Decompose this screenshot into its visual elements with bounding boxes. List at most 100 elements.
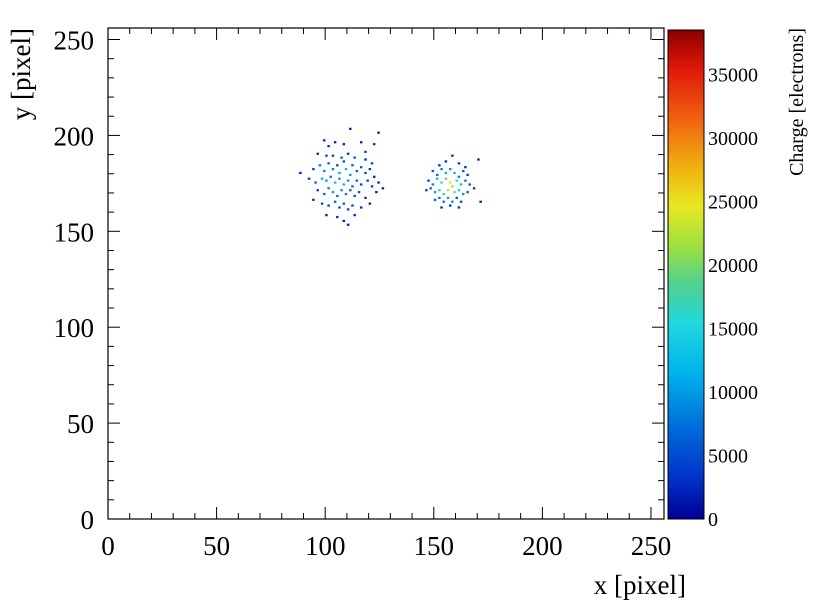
heatmap-cell xyxy=(355,169,359,173)
heatmap-cell xyxy=(351,185,354,188)
heatmap-cell xyxy=(372,143,376,146)
heatmap-cell xyxy=(307,177,311,180)
heatmap-cell xyxy=(353,156,356,159)
heatmap-cell xyxy=(346,208,350,211)
y-tick-label: 100 xyxy=(54,313,95,343)
heatmap-cell xyxy=(442,192,445,196)
heatmap-cell xyxy=(333,181,337,184)
heatmap-cell xyxy=(331,168,335,171)
heatmap-cell xyxy=(377,131,380,134)
y-axis-title: y [pixel] xyxy=(6,28,36,120)
heatmap-cell xyxy=(459,200,463,203)
heatmap-cell xyxy=(462,169,465,173)
heatmap-cell xyxy=(331,191,335,194)
heatmap-cell xyxy=(342,143,346,146)
heatmap-cell xyxy=(438,164,441,167)
heatmap-cell xyxy=(314,181,317,184)
heatmap-cell xyxy=(338,177,341,180)
heatmap-cell xyxy=(446,196,450,199)
colorbar-title: Charge [electrons] xyxy=(786,28,808,176)
heatmap-cell xyxy=(364,196,367,199)
heatmap-cell xyxy=(364,150,367,153)
heatmap-cell xyxy=(457,175,461,178)
heatmap-cell xyxy=(451,200,454,203)
heatmap-cell xyxy=(429,187,432,190)
heatmap-cell xyxy=(355,179,359,182)
heatmap-cell xyxy=(464,166,467,169)
heatmap-cell xyxy=(364,171,367,175)
heatmap-cell xyxy=(338,171,341,175)
heatmap-cell xyxy=(333,141,337,144)
heatmap-cell xyxy=(451,154,454,157)
heatmap-cell xyxy=(466,173,469,176)
heatmap-cell xyxy=(359,166,363,169)
heatmap-cell xyxy=(464,179,467,182)
colorbar-tick-label: 25000 xyxy=(708,191,758,213)
heatmap-cell xyxy=(351,164,354,167)
colorbar-tick-label: 20000 xyxy=(708,255,758,277)
heatmap-cell xyxy=(451,185,454,188)
heatmap-cell xyxy=(320,177,324,180)
colorbar xyxy=(667,29,705,520)
heatmap-cell xyxy=(327,145,330,148)
heatmap-cell xyxy=(316,189,319,192)
heatmap-cell xyxy=(425,189,428,192)
heatmap-cell xyxy=(349,127,352,130)
x-tick-label: 0 xyxy=(101,531,115,561)
heatmap-cell xyxy=(312,168,315,171)
heatmap-cell xyxy=(444,177,448,180)
y-tick-label: 0 xyxy=(81,505,95,535)
y-tick-label: 50 xyxy=(67,409,94,439)
heatmap-cell xyxy=(329,175,332,178)
heatmap-cell xyxy=(453,191,456,194)
heatmap-cell xyxy=(462,192,465,196)
heatmap-cell xyxy=(455,179,458,182)
heatmap-cell xyxy=(346,223,350,226)
heatmap-cell xyxy=(375,191,378,194)
heatmap-cell xyxy=(431,183,435,186)
heatmap-cell xyxy=(457,162,461,165)
heatmap-cell xyxy=(353,214,356,217)
heatmap-cell xyxy=(444,171,448,175)
heatmap-cell xyxy=(323,169,326,173)
x-tick-label: 200 xyxy=(522,531,563,561)
heatmap-cell xyxy=(344,168,348,171)
heatmap-cell xyxy=(448,168,452,171)
heatmap-cell xyxy=(327,162,330,165)
heatmap-cell xyxy=(340,189,343,192)
heatmap-cell xyxy=(342,160,346,163)
colorbar-tick-label: 10000 xyxy=(708,382,758,404)
heatmap-cell xyxy=(323,192,326,196)
heatmap-cell xyxy=(440,168,443,171)
heatmap-cell xyxy=(325,214,328,217)
heatmap-cell xyxy=(440,181,443,184)
heatmap-cell xyxy=(353,194,356,198)
heatmap-cell xyxy=(427,179,430,182)
heatmap-cell xyxy=(336,215,339,219)
heatmap-cell xyxy=(336,164,339,167)
y-tick-label: 150 xyxy=(54,217,95,247)
heatmap-cell xyxy=(299,171,302,175)
x-tick-label: 50 xyxy=(203,531,230,561)
heatmap-cell xyxy=(340,156,343,159)
heatmap-cells xyxy=(299,127,482,226)
heatmap-cell xyxy=(466,191,469,194)
heatmap-cell xyxy=(440,206,443,209)
heatmap-cell xyxy=(455,196,458,199)
colorbar-tick-label: 35000 xyxy=(708,64,758,86)
heatmap-cell xyxy=(346,179,350,182)
heatmap-cell xyxy=(459,183,463,186)
heatmap-cell xyxy=(435,177,439,180)
heatmap-cell xyxy=(320,202,324,205)
x-tick-label: 100 xyxy=(305,531,346,561)
x-axis-ticks: 0 50 100 150 200 250 xyxy=(101,28,671,561)
colorbar-ticks: 0 5000 10000 15000 20000 25000 30000 35000 xyxy=(694,35,758,531)
heatmap-cell xyxy=(366,179,369,182)
heatmap-cell xyxy=(448,181,452,184)
heatmap-cell xyxy=(357,191,361,194)
heatmap-cell xyxy=(372,175,376,178)
heatmap-cell xyxy=(351,204,354,207)
heatmap-cell xyxy=(381,187,385,190)
heatmap-cell xyxy=(368,168,372,171)
